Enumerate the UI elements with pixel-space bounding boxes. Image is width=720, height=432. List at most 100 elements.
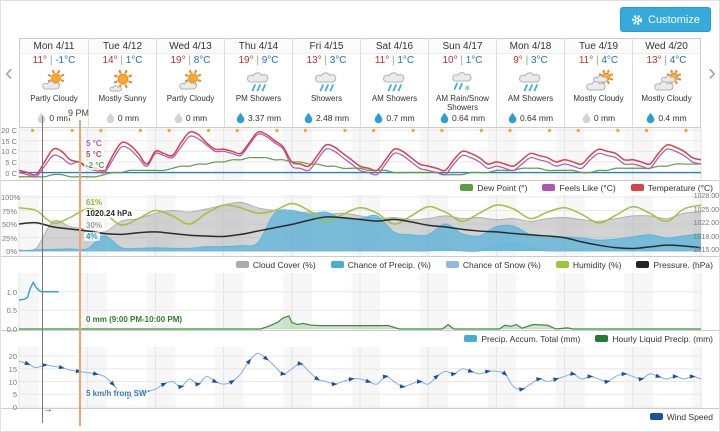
- temperature-chart[interactable]: [1, 128, 720, 181]
- legend-item[interactable]: Temperature (°C): [630, 182, 713, 193]
- axis-tick-label: 15 C: [1, 136, 17, 146]
- day-precip: 0.4 mm: [633, 112, 700, 123]
- legend-swatch: [235, 261, 249, 268]
- hover-value-label: 5 °C: [84, 139, 104, 148]
- axis-tick-label: 20 C: [1, 126, 17, 136]
- forecast-day[interactable]: Sat 4/16 11° | 1°C AM Showers 0.7 mm: [360, 39, 428, 127]
- cloud-precip-legend: Cloud Cover (%) Chance of Precip. (%) Chan…: [1, 258, 713, 271]
- axis-tick-label: 1.0: [6, 287, 17, 297]
- showers-icon: [497, 67, 564, 94]
- axis-tick-label: 5 C: [5, 157, 17, 167]
- day-condition: Mostly Cloudy: [573, 94, 624, 103]
- legend-label: Chance of Precip. (%): [347, 259, 431, 270]
- legend-label: Wind Speed: [666, 411, 713, 422]
- day-date: Thu 4/14: [225, 39, 292, 54]
- showers-icon: [361, 67, 428, 94]
- legend-label: Hourly Liquid Precip. (mm): [612, 333, 713, 344]
- day-date: Tue 4/12: [89, 39, 156, 54]
- legend-swatch: [460, 184, 474, 191]
- legend-swatch: [636, 261, 650, 268]
- hover-value-label: 5 °C: [84, 150, 104, 159]
- forecast-day[interactable]: Sun 4/17 10° | 1°C ❄ AM Rain/Snow Showers 0.…: [428, 39, 496, 127]
- legend-label: Dew Point (°): [477, 182, 528, 193]
- day-temps: 10° | 1°C: [442, 55, 483, 66]
- forecast-day[interactable]: Mon 4/18 9° | 3°C AM Showers 0.64 mm: [496, 39, 564, 127]
- axis-tick-label: 75%: [1, 206, 17, 216]
- legend-label: Temperature (°C): [647, 182, 713, 193]
- forecast-day[interactable]: Fri 4/15 13° | 3°C Showers 2.48 mm: [292, 39, 360, 127]
- gear-icon: [632, 14, 643, 25]
- forecast-day[interactable]: Wed 4/13 19° | 8°C Partly Cloudy 0 mm: [156, 39, 224, 127]
- day-condition: Showers: [310, 94, 343, 103]
- legend-label: Cloud Cover (%): [252, 259, 316, 270]
- axis-tick-label: 10 C: [1, 147, 17, 157]
- legend-item[interactable]: Chance of Precip. (%): [330, 259, 431, 270]
- day-precip: 3.37 mm: [225, 112, 292, 123]
- legend-item[interactable]: Chance of Snow (%): [445, 259, 541, 270]
- droplet-icon: [174, 112, 183, 123]
- droplet-icon: [38, 112, 46, 123]
- hover-time-line[interactable]: [79, 120, 81, 426]
- day-condition: AM Showers: [507, 94, 554, 103]
- axis-tick-label: 1022.00: [693, 220, 719, 227]
- legend-swatch: [595, 335, 609, 342]
- legend-item[interactable]: Pressure. (hPa): [636, 260, 713, 270]
- next-days-button[interactable]: ›: [708, 59, 716, 86]
- legend-swatch: [649, 413, 663, 420]
- hover-value-label: 1020.24 hPa: [84, 209, 134, 218]
- day-date: Mon 4/11: [20, 39, 88, 54]
- legend-item[interactable]: Feels Like (°C): [542, 182, 616, 193]
- legend-label: Humidity (%): [572, 259, 622, 270]
- day-date: Wed 4/20: [633, 39, 700, 54]
- day-temps: 11° | 4°C: [578, 55, 619, 66]
- legend-item[interactable]: Precip. Accum. Total (mm): [464, 334, 580, 344]
- prev-days-button[interactable]: ‹: [5, 59, 13, 86]
- temperature-legend: Dew Point (°) Feels Like (°C) Temperature …: [1, 181, 713, 194]
- forecast-day[interactable]: Wed 4/20 13° | 4°C Mostly Cloudy 0.4 mm: [632, 39, 700, 127]
- legend-item[interactable]: Wind Speed: [649, 411, 713, 422]
- legend-label: Feels Like (°C): [559, 182, 616, 193]
- day-temps: 14° | 1°C: [102, 55, 143, 66]
- precip-accumulation-legend: Precip. Accum. Total (mm) Hourly Liquid P…: [1, 332, 713, 345]
- hover-time-label: 9 PM: [67, 108, 91, 118]
- wind-speed-chart[interactable]: [1, 347, 720, 409]
- axis-tick-label: 1025.00: [693, 206, 719, 214]
- legend-item[interactable]: Cloud Cover (%): [235, 259, 316, 270]
- current-time-line: [42, 116, 43, 423]
- forecast-day[interactable]: Mon 4/11 11° | -1°C Partly Cloudy 0 mm: [20, 39, 88, 127]
- day-precip: 0 mm: [565, 112, 632, 123]
- wind-direction-arrow: →: [43, 404, 53, 415]
- day-temps: 11° | 1°C: [374, 55, 415, 66]
- forecast-day[interactable]: Thu 4/14 19° | 9°C PM Showers 3.37 mm: [224, 39, 292, 127]
- axis-tick-label: 0.0: [6, 325, 17, 334]
- hover-value-label: 0 mm (9:00 PM-10:00 PM): [84, 315, 185, 324]
- legend-item[interactable]: Humidity (%): [555, 259, 622, 270]
- forecast-day[interactable]: Tue 4/12 14° | 1°C Mostly Sunny 0 mm: [88, 39, 156, 127]
- cloud-precip-humidity-pressure-chart[interactable]: [1, 195, 720, 257]
- day-temps: 9° | 3°C: [513, 55, 548, 66]
- forecast-day[interactable]: Tue 4/19 11° | 4°C Mostly Cloudy 0 mm: [564, 39, 632, 127]
- partly-cloudy-icon: [20, 67, 88, 94]
- customize-label: Customize: [648, 13, 700, 26]
- axis-tick-label: 0.5: [6, 306, 17, 316]
- hover-value-label: 4%: [84, 232, 100, 241]
- legend-label: Chance of Snow (%): [462, 259, 541, 270]
- day-precip: 0.64 mm: [497, 112, 564, 123]
- axis-tick-label: 50%: [1, 220, 17, 229]
- legend-swatch: [555, 261, 569, 268]
- day-precip: 0 mm: [20, 112, 88, 123]
- legend-item[interactable]: Hourly Liquid Precip. (mm): [595, 334, 713, 344]
- precip-accumulation-chart[interactable]: [1, 273, 720, 331]
- mostly-sunny-icon: [89, 67, 156, 94]
- hover-value-label: 30%: [84, 221, 105, 230]
- legend-swatch: [330, 261, 344, 268]
- day-condition: AM Showers: [371, 94, 418, 103]
- legend-item[interactable]: Dew Point (°): [460, 183, 527, 193]
- customize-button[interactable]: Customize: [620, 7, 711, 32]
- axis-tick-label: 1015.00: [693, 247, 719, 254]
- droplet-icon: [582, 112, 591, 123]
- day-condition: Mostly Cloudy: [641, 94, 692, 103]
- axis-tick-label: 15: [8, 364, 17, 374]
- day-condition: Partly Cloudy: [166, 94, 215, 103]
